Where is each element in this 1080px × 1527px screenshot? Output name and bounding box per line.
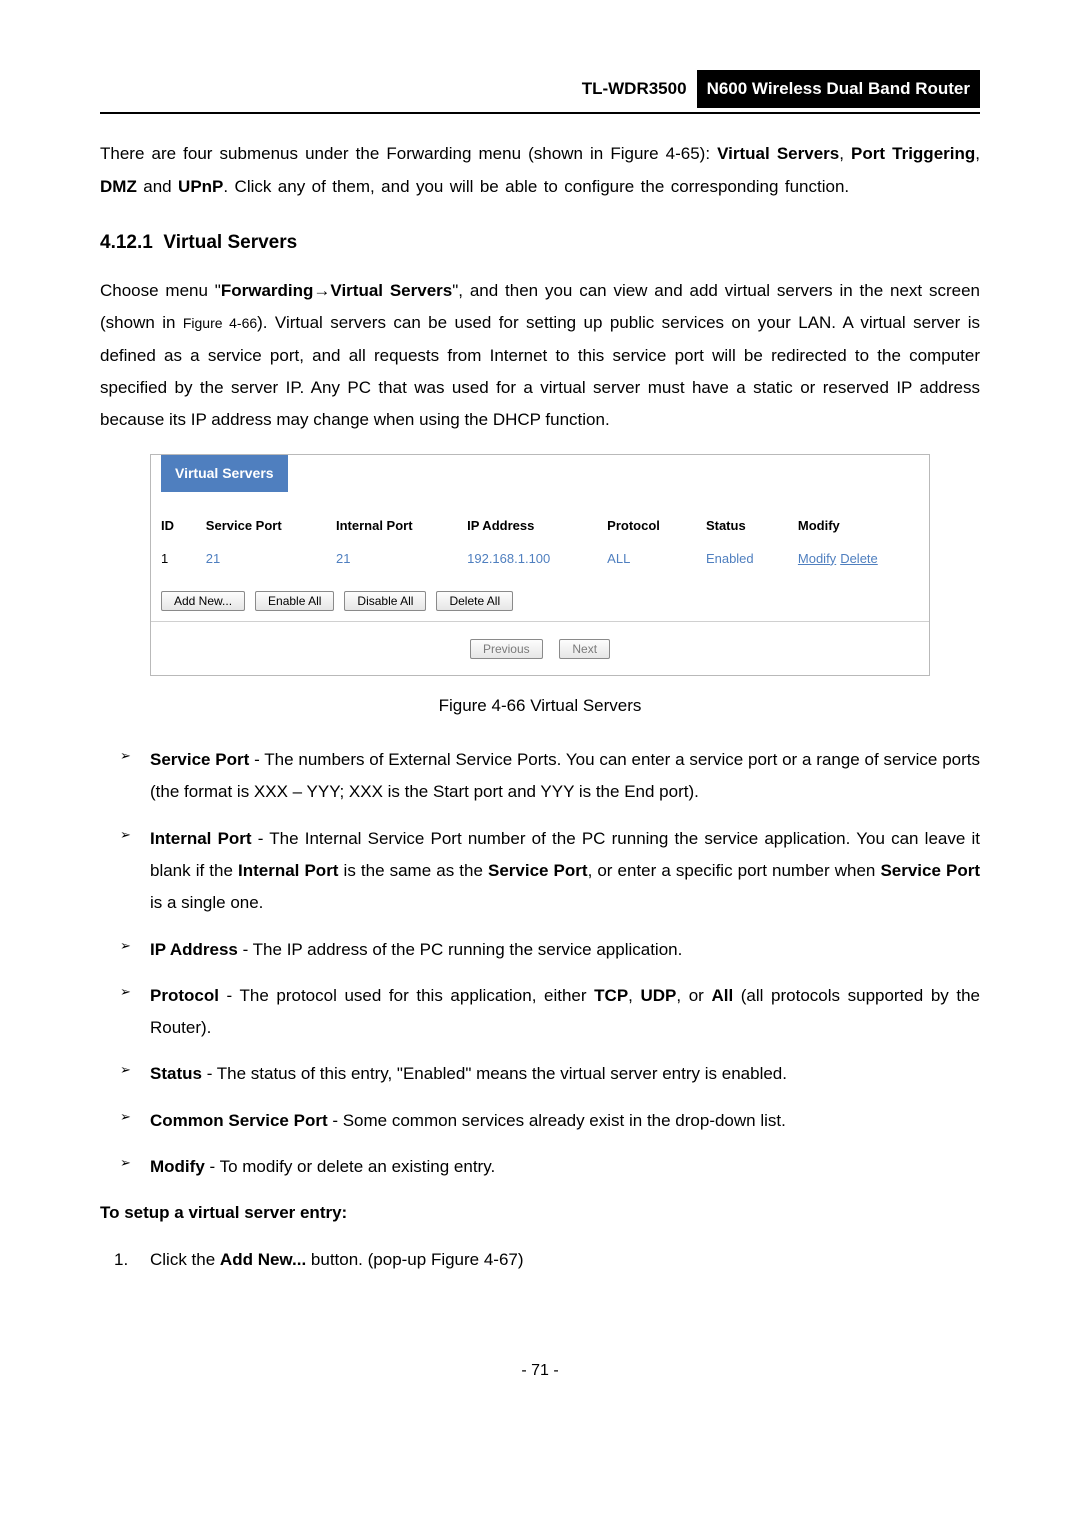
setup-heading: To setup a virtual server entry: <box>100 1197 980 1229</box>
intro-after: . Click any of them, and you will be abl… <box>223 177 849 196</box>
li-label: Common Service Port <box>150 1111 328 1130</box>
p2-ref: Figure 4-66 <box>183 315 257 331</box>
section-number: 4.12.1 <box>100 232 153 253</box>
li-text: - Some common services already exist in … <box>328 1111 786 1130</box>
step-t1: Click the <box>150 1250 220 1269</box>
list-item-status: Status - The status of this entry, "Enab… <box>128 1058 980 1090</box>
intro-s2: , <box>975 144 980 163</box>
disable-all-button[interactable]: Disable All <box>344 591 426 611</box>
p2-arrow: → <box>313 281 330 300</box>
li-b2: Service Port <box>488 861 588 880</box>
table-header-row: ID Service Port Internal Port IP Address… <box>151 510 929 543</box>
intro-b4: UPnP <box>178 177 223 196</box>
intro-s3: and <box>137 177 178 196</box>
cell-protocol: ALL <box>597 543 696 576</box>
intro-b1: Virtual Servers <box>717 144 839 163</box>
section-heading: 4.12.1 Virtual Servers <box>100 225 980 261</box>
li-text: - The numbers of External Service Ports.… <box>150 750 980 801</box>
list-item-modify: Modify - To modify or delete an existing… <box>128 1151 980 1183</box>
li-label: Modify <box>150 1157 205 1176</box>
table-row: 1 21 21 192.168.1.100 ALL Enabled Modify… <box>151 543 929 576</box>
th-service-port: Service Port <box>196 510 326 543</box>
th-ip: IP Address <box>457 510 597 543</box>
page-number: - 71 - <box>100 1356 980 1386</box>
li-label: IP Address <box>150 940 238 959</box>
intro-b3: DMZ <box>100 177 137 196</box>
li-label: Internal Port <box>150 829 252 848</box>
next-button[interactable]: Next <box>559 639 610 659</box>
step-num: 1. <box>114 1244 128 1276</box>
list-item-ip-address: IP Address - The IP address of the PC ru… <box>128 934 980 966</box>
cell-modify: ModifyDelete <box>788 543 929 576</box>
modify-link[interactable]: Modify <box>798 551 840 566</box>
cell-status: Enabled <box>696 543 788 576</box>
cell-service-port: 21 <box>196 543 326 576</box>
li-b1: TCP <box>594 986 628 1005</box>
panel-title: Virtual Servers <box>161 455 288 492</box>
enable-all-button[interactable]: Enable All <box>255 591 334 611</box>
model-label: TL-WDR3500 <box>582 73 687 105</box>
li-b2: UDP <box>640 986 676 1005</box>
list-item-protocol: Protocol - The protocol used for this ap… <box>128 980 980 1045</box>
setup-steps: 1. Click the Add New... button. (pop-up … <box>100 1244 980 1276</box>
li-text: - The IP address of the PC running the s… <box>238 940 682 959</box>
th-internal-port: Internal Port <box>326 510 457 543</box>
cell-id: 1 <box>151 543 196 576</box>
list-item-internal-port: Internal Port - The Internal Service Por… <box>128 823 980 920</box>
li-b3: Service Port <box>880 861 980 880</box>
li-t4: is a single one. <box>150 893 263 912</box>
li-b1: Internal Port <box>238 861 338 880</box>
list-item-service-port: Service Port - The numbers of External S… <box>128 744 980 809</box>
panel-button-row: Add New... Enable All Disable All Delete… <box>151 575 929 621</box>
li-t3: , or enter a specific port number when <box>588 861 881 880</box>
th-protocol: Protocol <box>597 510 696 543</box>
p2-b2: Virtual Servers <box>330 281 452 300</box>
li-t3: , or <box>676 986 711 1005</box>
virtual-servers-panel: Virtual Servers ID Service Port Internal… <box>150 454 930 675</box>
li-t2: is the same as the <box>338 861 488 880</box>
page-header: TL-WDR3500 N600 Wireless Dual Band Route… <box>100 70 980 114</box>
intro-b2: Port Triggering <box>851 144 975 163</box>
intro-paragraph: There are four submenus under the Forwar… <box>100 138 980 203</box>
li-t1: - The protocol used for this application… <box>219 986 594 1005</box>
virtual-servers-table: ID Service Port Internal Port IP Address… <box>151 510 929 575</box>
delete-link[interactable]: Delete <box>840 551 882 566</box>
previous-button[interactable]: Previous <box>470 639 543 659</box>
figure-caption: Figure 4-66 Virtual Servers <box>100 690 980 722</box>
cell-internal-port: 21 <box>326 543 457 576</box>
body-paragraph: Choose menu "Forwarding→Virtual Servers"… <box>100 275 980 436</box>
step-b1: Add New... <box>220 1250 306 1269</box>
delete-all-button[interactable]: Delete All <box>436 591 513 611</box>
intro-text: There are four submenus under the Forwar… <box>100 144 717 163</box>
li-text: - The status of this entry, "Enabled" me… <box>202 1064 787 1083</box>
cell-ip: 192.168.1.100 <box>457 543 597 576</box>
li-label: Status <box>150 1064 202 1083</box>
product-title: N600 Wireless Dual Band Router <box>697 70 980 108</box>
feature-list: Service Port - The numbers of External S… <box>100 744 980 1183</box>
step-1: 1. Click the Add New... button. (pop-up … <box>128 1244 980 1276</box>
pager-row: Previous Next <box>151 621 929 674</box>
li-t2: , <box>628 986 640 1005</box>
li-label: Protocol <box>150 986 219 1005</box>
section-title: Virtual Servers <box>163 232 297 253</box>
th-id: ID <box>151 510 196 543</box>
li-text: - To modify or delete an existing entry. <box>205 1157 495 1176</box>
th-modify: Modify <box>788 510 929 543</box>
add-new-button[interactable]: Add New... <box>161 591 245 611</box>
step-t2: button. (pop-up Figure 4-67) <box>306 1250 523 1269</box>
li-b3: All <box>711 986 733 1005</box>
th-status: Status <box>696 510 788 543</box>
intro-s1: , <box>839 144 851 163</box>
list-item-common-service-port: Common Service Port - Some common servic… <box>128 1105 980 1137</box>
p2-b1: Forwarding <box>221 281 314 300</box>
li-label: Service Port <box>150 750 249 769</box>
p2-t1: Choose menu " <box>100 281 221 300</box>
